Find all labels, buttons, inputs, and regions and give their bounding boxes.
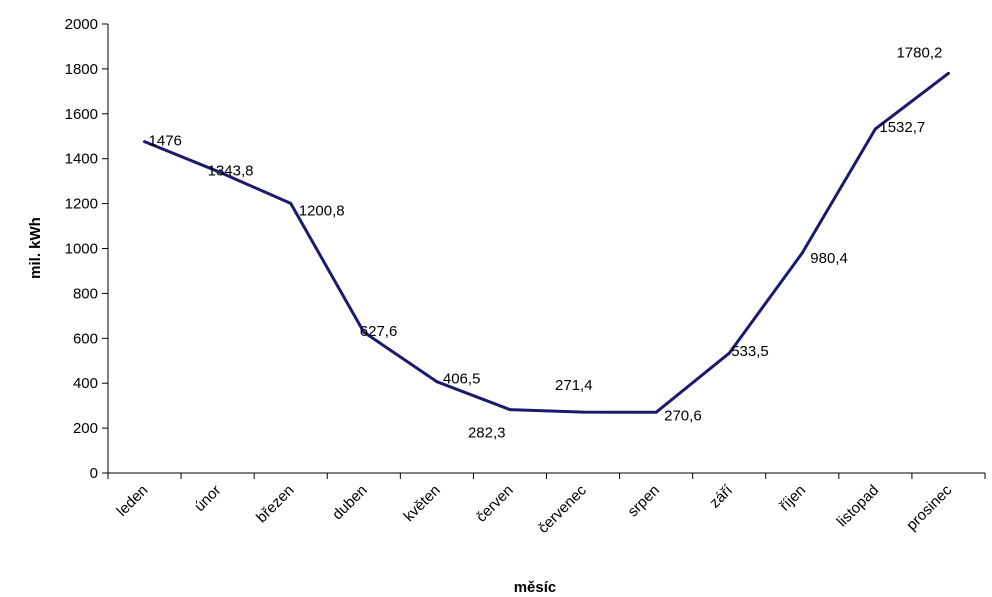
data-label: 1343,8 [208,162,254,179]
data-label: 1780,2 [896,44,942,61]
data-label: 533,5 [731,343,769,360]
x-axis: leden únor březen duben květen červen červenec… [107,472,986,537]
x-tick-label: leden [113,482,151,520]
data-point [654,410,658,414]
x-tick-label: únor [191,482,224,515]
series-line [143,71,950,414]
x-tick-label: červen [473,482,517,526]
data-label: 627,6 [360,323,398,340]
x-tick-label: srpen [624,482,663,521]
x-tick-label: říjen [776,482,809,515]
data-label: 1200,8 [299,202,345,219]
y-tick-label: 1200 [65,196,98,213]
data-label: 1532,7 [879,119,925,136]
y-tick-label: 800 [73,285,98,302]
x-tick-label: prosinec [903,481,955,533]
data-point [873,127,877,131]
data-point [143,140,147,144]
x-tick-label: duben [329,482,371,524]
y-tick-label: 1800 [65,61,98,78]
data-point [508,408,512,412]
y-tick-label: 0 [90,465,98,482]
x-tick-label: listopad [834,482,883,531]
y-tick-label: 1600 [65,106,98,123]
y-tick-label: 1400 [65,151,98,168]
data-labels: 1476 1343,8 1200,8 627,6 406,5 282,3 271,4 270,… [149,44,943,441]
data-label: 1476 [149,133,182,150]
x-axis-title: měsíc [514,579,557,596]
y-tick-label: 1000 [65,241,98,258]
data-point [289,201,293,205]
data-point [946,71,950,75]
y-tick-label: 400 [73,375,98,392]
x-tick-label: květen [400,482,443,525]
x-tick-label: březen [253,482,297,526]
data-label: 406,5 [443,371,481,388]
y-axis: 0 200 400 600 800 1000 1200 1400 1600 1800 2000 [65,16,109,482]
y-tick-label: 600 [73,330,98,347]
data-label: 980,4 [810,250,848,267]
y-tick-label: 2000 [65,16,98,33]
series-polyline [143,72,950,414]
data-label: 271,4 [555,377,593,394]
x-tick-label: červenec [535,481,590,536]
data-point [435,380,439,384]
y-tick-label: 200 [73,420,98,437]
data-point [800,251,804,255]
data-point [216,169,220,173]
y-axis-title: mil. kWh [27,217,44,279]
data-label: 282,3 [468,425,506,442]
x-tick-label: září [706,481,736,511]
data-label: 270,6 [664,407,702,424]
data-point [581,410,585,414]
data-point [727,351,731,355]
data-point [362,330,366,334]
